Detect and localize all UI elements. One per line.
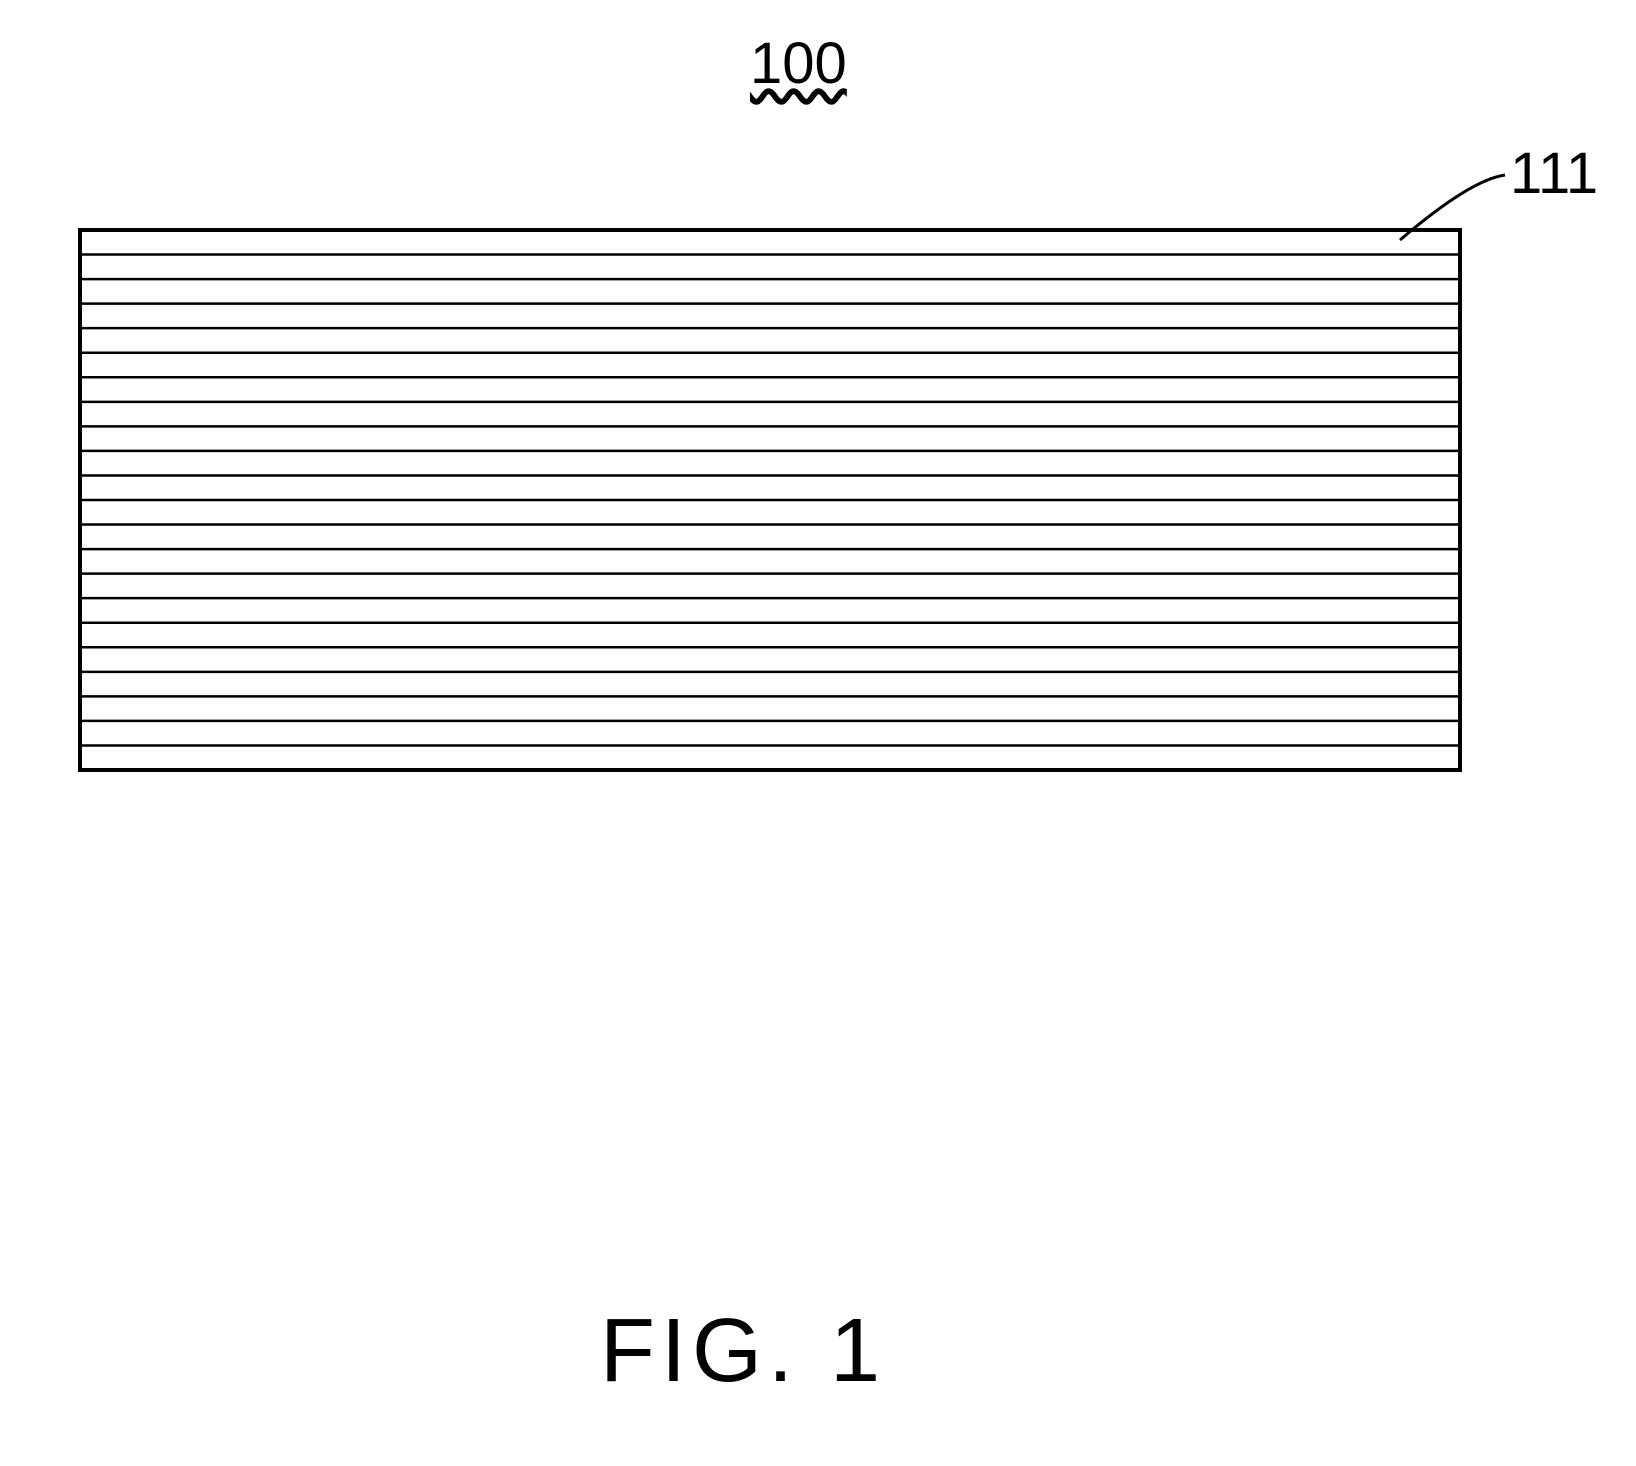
- diagram-svg: [0, 0, 1636, 1466]
- figure-canvas: 100 111 FIG. 1: [0, 0, 1636, 1466]
